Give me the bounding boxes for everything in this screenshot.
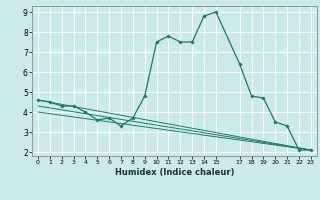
X-axis label: Humidex (Indice chaleur): Humidex (Indice chaleur): [115, 168, 234, 177]
